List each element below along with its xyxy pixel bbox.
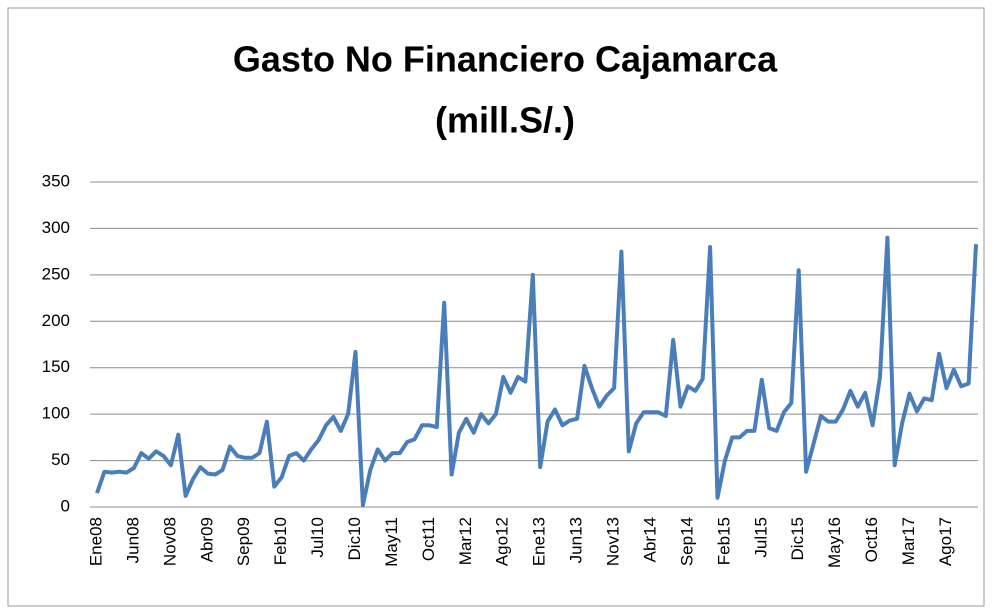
y-tick-label: 300 bbox=[42, 218, 70, 237]
y-tick-label: 350 bbox=[42, 171, 70, 190]
chart-title: Gasto No Financiero Cajamarca bbox=[233, 39, 778, 80]
x-tick-label: May11 bbox=[382, 517, 401, 567]
x-tick-label: Jun08 bbox=[123, 517, 142, 563]
x-tick-label: Ago17 bbox=[936, 517, 955, 566]
x-tick-label: Abr14 bbox=[640, 517, 659, 562]
x-tick-label: Nov13 bbox=[604, 517, 623, 566]
y-tick-label: 100 bbox=[42, 404, 70, 423]
y-tick-label: 150 bbox=[42, 357, 70, 376]
x-tick-label: Nov08 bbox=[160, 517, 179, 566]
x-tick-label: Jul15 bbox=[751, 517, 770, 558]
x-tick-label: Ene13 bbox=[530, 517, 549, 566]
x-tick-label: Mar17 bbox=[899, 517, 918, 565]
x-tick-label: Oct16 bbox=[862, 517, 881, 562]
x-tick-label: Jul10 bbox=[308, 517, 327, 558]
x-tick-label: Dic10 bbox=[345, 517, 364, 560]
y-tick-label: 250 bbox=[42, 264, 70, 283]
x-tick-label: Sep14 bbox=[677, 517, 696, 566]
chart-border bbox=[7, 7, 985, 607]
x-tick-label: Feb10 bbox=[271, 517, 290, 565]
x-tick-label: May16 bbox=[825, 517, 844, 568]
chart-subtitle: (mill.S/.) bbox=[435, 100, 575, 141]
x-tick-label: Feb15 bbox=[714, 517, 733, 565]
y-tick-label: 0 bbox=[61, 496, 70, 515]
x-tick-label: Dic15 bbox=[788, 517, 807, 560]
x-tick-label: Sep09 bbox=[234, 517, 253, 566]
x-tick-label: Oct11 bbox=[419, 517, 438, 561]
x-tick-label: Mar12 bbox=[456, 517, 475, 565]
y-tick-label: 50 bbox=[51, 450, 70, 469]
x-tick-label: Ene08 bbox=[86, 517, 105, 566]
x-tick-label: Jun13 bbox=[567, 517, 586, 563]
x-tick-label: Abr09 bbox=[197, 517, 216, 562]
y-tick-label: 200 bbox=[42, 311, 70, 330]
data-line bbox=[95, 235, 978, 508]
x-tick-label: Ago12 bbox=[493, 517, 512, 566]
